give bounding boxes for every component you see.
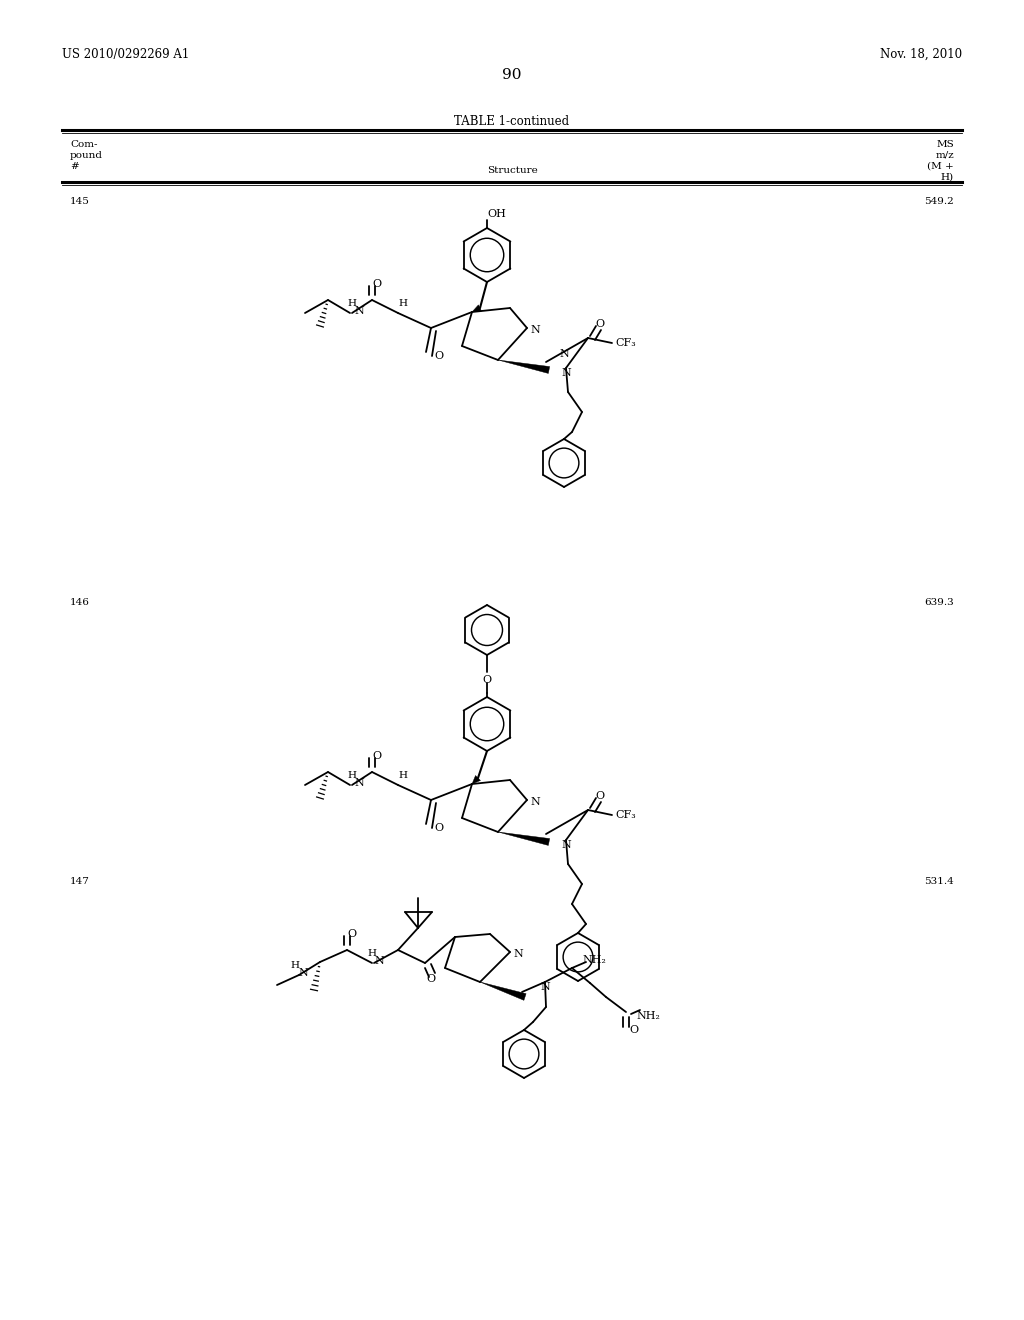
- Text: #: #: [70, 162, 79, 172]
- Text: N: N: [561, 368, 570, 378]
- Text: 145: 145: [70, 197, 90, 206]
- Text: m/z: m/z: [935, 150, 954, 160]
- Text: H: H: [347, 771, 356, 780]
- Text: N: N: [374, 956, 384, 966]
- Text: 639.3: 639.3: [925, 598, 954, 607]
- Text: NH₂: NH₂: [636, 1011, 659, 1020]
- Polygon shape: [480, 982, 526, 1001]
- Text: 90: 90: [502, 69, 522, 82]
- Text: 146: 146: [70, 598, 90, 607]
- Text: H: H: [368, 949, 377, 957]
- Text: N: N: [354, 306, 364, 315]
- Text: O: O: [347, 929, 356, 939]
- Text: CF₃: CF₃: [615, 810, 636, 820]
- Text: H: H: [291, 961, 299, 970]
- Text: O: O: [482, 675, 492, 685]
- Text: 549.2: 549.2: [925, 197, 954, 206]
- Text: OH: OH: [487, 209, 507, 219]
- Text: Com-: Com-: [70, 140, 97, 149]
- Text: (M +: (M +: [928, 162, 954, 172]
- Text: N: N: [561, 840, 570, 850]
- Polygon shape: [498, 360, 550, 374]
- Text: N: N: [530, 797, 540, 807]
- Text: NH₂: NH₂: [582, 954, 606, 965]
- Text: CF₃: CF₃: [615, 338, 636, 348]
- Text: O: O: [595, 319, 604, 329]
- Text: Nov. 18, 2010: Nov. 18, 2010: [880, 48, 962, 61]
- Text: 147: 147: [70, 876, 90, 886]
- Text: N: N: [540, 982, 550, 993]
- Polygon shape: [472, 305, 481, 312]
- Text: O: O: [434, 351, 443, 360]
- Text: H: H: [347, 298, 356, 308]
- Text: N: N: [559, 348, 569, 359]
- Text: pound: pound: [70, 150, 103, 160]
- Text: H: H: [398, 771, 408, 780]
- Text: MS: MS: [936, 140, 954, 149]
- Text: Structure: Structure: [486, 166, 538, 176]
- Text: N: N: [354, 777, 364, 788]
- Text: H: H: [398, 298, 408, 308]
- Text: TABLE 1-continued: TABLE 1-continued: [455, 115, 569, 128]
- Text: 531.4: 531.4: [925, 876, 954, 886]
- Text: N: N: [530, 325, 540, 335]
- Text: US 2010/0292269 A1: US 2010/0292269 A1: [62, 48, 189, 61]
- Text: O: O: [595, 791, 604, 801]
- Text: N: N: [513, 949, 523, 960]
- Polygon shape: [498, 832, 550, 845]
- Text: H): H): [941, 173, 954, 182]
- Text: O: O: [426, 974, 435, 983]
- Text: O: O: [434, 822, 443, 833]
- Text: O: O: [630, 1026, 639, 1035]
- Text: O: O: [373, 279, 382, 289]
- Text: N: N: [298, 968, 308, 978]
- Text: O: O: [373, 751, 382, 762]
- Polygon shape: [472, 776, 480, 784]
